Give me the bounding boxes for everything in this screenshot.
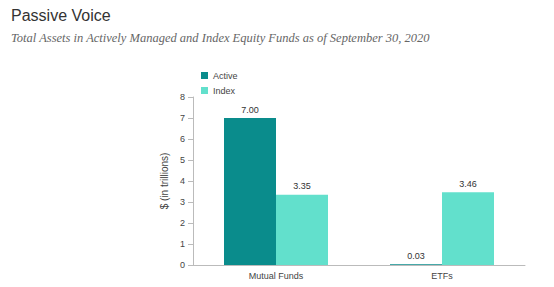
svg-text:Active: Active	[213, 71, 238, 81]
svg-text:Passive Voice: Passive Voice	[11, 7, 111, 24]
svg-text:$ (in trillions): $ (in trillions)	[159, 153, 170, 210]
svg-text:2: 2	[180, 218, 185, 228]
svg-text:4: 4	[180, 176, 185, 186]
svg-text:7: 7	[180, 113, 185, 123]
svg-text:8: 8	[180, 92, 185, 102]
svg-text:Mutual Funds: Mutual Funds	[249, 271, 304, 281]
svg-text:1: 1	[180, 239, 185, 249]
svg-text:0.03: 0.03	[407, 251, 425, 261]
svg-text:0: 0	[180, 260, 185, 270]
svg-text:Index: Index	[213, 86, 236, 96]
svg-text:6: 6	[180, 134, 185, 144]
svg-text:3: 3	[180, 197, 185, 207]
svg-text:3.35: 3.35	[293, 181, 311, 191]
svg-text:5: 5	[180, 155, 185, 165]
svg-text:ETFs: ETFs	[431, 271, 453, 281]
svg-text:Total Assets in Actively Manag: Total Assets in Actively Managed and Ind…	[11, 31, 430, 45]
svg-text:7.00: 7.00	[241, 105, 259, 115]
svg-text:3.46: 3.46	[459, 179, 477, 189]
